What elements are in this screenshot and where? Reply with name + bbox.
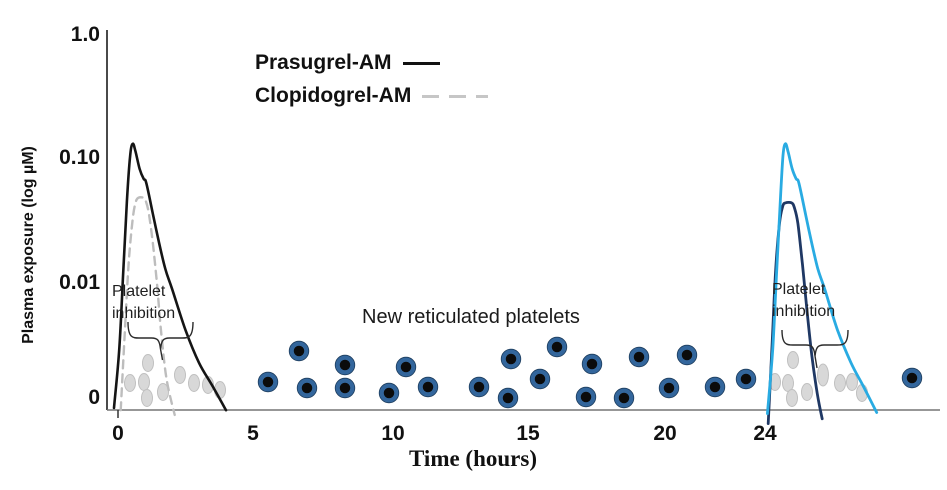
reticulated-platelet-edge xyxy=(581,353,603,375)
legend-row-prasugrel: Prasugrel-AM xyxy=(255,50,488,76)
legend: Prasugrel-AM Clopidogrel-AM xyxy=(255,50,489,109)
reticulated-platelet-edge xyxy=(546,336,568,358)
inhibited-platelet-icon xyxy=(174,366,186,384)
reticulated-platelet-edge xyxy=(628,346,650,368)
reticulated-platelet-icon xyxy=(582,354,602,374)
prasugrel-am-dose-2-curve xyxy=(766,142,879,416)
reticulated-platelet-edge xyxy=(334,377,356,399)
y-tick-0.10: 0.10 xyxy=(59,146,100,169)
reticulated-platelet-edge xyxy=(288,340,310,362)
legend-label-prasugrel: Prasugrel-AM xyxy=(255,51,392,74)
x-tick-10: 10 xyxy=(381,422,405,445)
brace-tail xyxy=(814,355,818,369)
reticulated-platelet-edge xyxy=(500,348,522,370)
new-reticulated-platelets-label: New reticulated platelets xyxy=(362,306,580,328)
inhibited-platelet-icon xyxy=(142,354,154,372)
clopidogrel-am-dose-1-curve xyxy=(119,196,176,417)
inhibited-platelet-icon xyxy=(782,374,794,392)
inhibited-platelet-icon xyxy=(157,383,169,401)
inhibited-platelet-icon xyxy=(786,389,798,407)
x-tick-24: 24 xyxy=(753,422,777,445)
y-axis-title: Plasma exposure (log µM) xyxy=(20,146,37,344)
reticulated-platelet-edge xyxy=(575,386,597,408)
x-tick-0: 0 xyxy=(112,422,124,445)
y-tick-0.01: 0.01 xyxy=(59,271,100,294)
reticulated-platelet-icon xyxy=(335,355,355,375)
reticulated-platelet-icon xyxy=(469,377,489,397)
x-tick-15: 15 xyxy=(516,422,540,445)
inhibited-platelet-icon xyxy=(846,373,858,391)
reticulated-platelet-icon xyxy=(289,341,309,361)
inhibited-platelet-icon xyxy=(787,351,799,369)
reticulated-platelet-icon xyxy=(501,349,521,369)
solid-line-swatch-icon xyxy=(402,61,440,65)
y-tick-0: 0 xyxy=(88,386,100,409)
reticulated-platelet-icon xyxy=(705,377,725,397)
inhibited-platelet-icon xyxy=(124,374,136,392)
reticulated-platelet-icon xyxy=(902,368,922,388)
inhibited-platelet-icon xyxy=(801,383,813,401)
reticulated-platelet-icon xyxy=(498,388,518,408)
reticulated-platelet-icon xyxy=(379,383,399,403)
reticulated-platelet-edge xyxy=(257,371,279,393)
reticulated-platelet-icon xyxy=(396,357,416,377)
reticulated-platelet-edge xyxy=(497,387,519,409)
reticulated-platelet-icon xyxy=(576,387,596,407)
dashed-line-swatch-icon xyxy=(422,94,489,98)
reticulated-platelet-edge xyxy=(296,377,318,399)
platelet-inhibition-label-left: Platelet inhibition xyxy=(112,283,176,322)
reticulated-platelet-edge xyxy=(704,376,726,398)
reticulated-platelet-edge xyxy=(735,368,757,390)
x-axis-title: Time (hours) xyxy=(409,446,537,471)
reticulated-platelet-edge xyxy=(529,368,551,390)
x-tick-5: 5 xyxy=(247,422,259,445)
reticulated-platelet-edge xyxy=(334,354,356,376)
reticulated-platelet-icon xyxy=(258,372,278,392)
reticulated-platelet-edge xyxy=(378,382,400,404)
reticulated-platelet-edge xyxy=(676,344,698,366)
x-tick-20: 20 xyxy=(653,422,677,445)
brace-tail xyxy=(159,348,164,361)
inhibited-platelet-icon xyxy=(834,374,846,392)
reticulated-platelet-icon xyxy=(547,337,567,357)
reticulated-platelet-edge xyxy=(613,387,635,409)
reticulated-platelet-icon xyxy=(530,369,550,389)
reticulated-platelet-edge xyxy=(658,377,680,399)
y-tick-1.0: 1.0 xyxy=(70,23,100,46)
reticulated-platelet-icon xyxy=(629,347,649,367)
reticulated-platelet-edge xyxy=(468,376,490,398)
prasugrel-am-dose-1-curve xyxy=(112,142,228,412)
inhibited-platelet-icon xyxy=(188,374,200,392)
reticulated-platelet-edge xyxy=(395,356,417,378)
reticulated-platelet-edge xyxy=(417,376,439,398)
inhibited-platelet-icon xyxy=(141,389,153,407)
legend-label-clopidogrel: Clopidogrel-AM xyxy=(255,84,412,107)
reticulated-platelet-icon xyxy=(614,388,634,408)
platelet-inhibition-label-right: Platelet inhibition xyxy=(772,281,836,320)
reticulated-platelet-icon xyxy=(736,369,756,389)
reticulated-platelet-icon xyxy=(418,377,438,397)
reticulated-platelet-edge xyxy=(901,367,923,389)
legend-row-clopidogrel: Clopidogrel-AM xyxy=(255,83,489,109)
reticulated-platelet-icon xyxy=(659,378,679,398)
reticulated-platelet-icon xyxy=(297,378,317,398)
inhibited-platelet-icon xyxy=(138,373,150,391)
inhibited-platelet-icon xyxy=(817,363,829,387)
reticulated-platelet-icon xyxy=(677,345,697,365)
reticulated-platelet-icon xyxy=(335,378,355,398)
